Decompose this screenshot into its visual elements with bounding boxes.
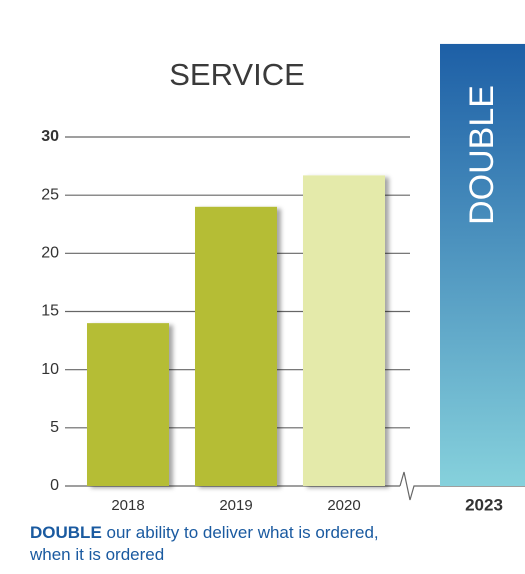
bar — [195, 206, 277, 487]
x-tick-label: 2023 — [465, 495, 503, 514]
y-tick-label: 25 — [41, 186, 59, 203]
x-tick-label: 2019 — [219, 497, 252, 514]
y-tick-label: 10 — [41, 361, 59, 378]
chart-title: SERVICE — [169, 57, 305, 92]
caption-emphasis: DOUBLE — [30, 523, 102, 542]
x-tick-label: 2020 — [327, 497, 360, 514]
bar — [87, 323, 169, 486]
caption-line: our ability to deliver what is ordered, — [106, 523, 379, 542]
bar — [303, 175, 385, 486]
y-tick-label: 5 — [50, 419, 59, 436]
y-tick-label: 0 — [50, 477, 59, 494]
goal-label: DOUBLE — [463, 85, 501, 225]
goal-bar — [440, 43, 525, 486]
y-tick-label: 20 — [41, 245, 59, 262]
caption-line: when it is ordered — [30, 545, 165, 564]
y-tick-label: 30 — [41, 128, 59, 145]
y-tick-label: 15 — [41, 303, 59, 320]
x-tick-label: 2018 — [111, 497, 144, 514]
caption: DOUBLE our ability to deliver what is or… — [30, 522, 525, 566]
